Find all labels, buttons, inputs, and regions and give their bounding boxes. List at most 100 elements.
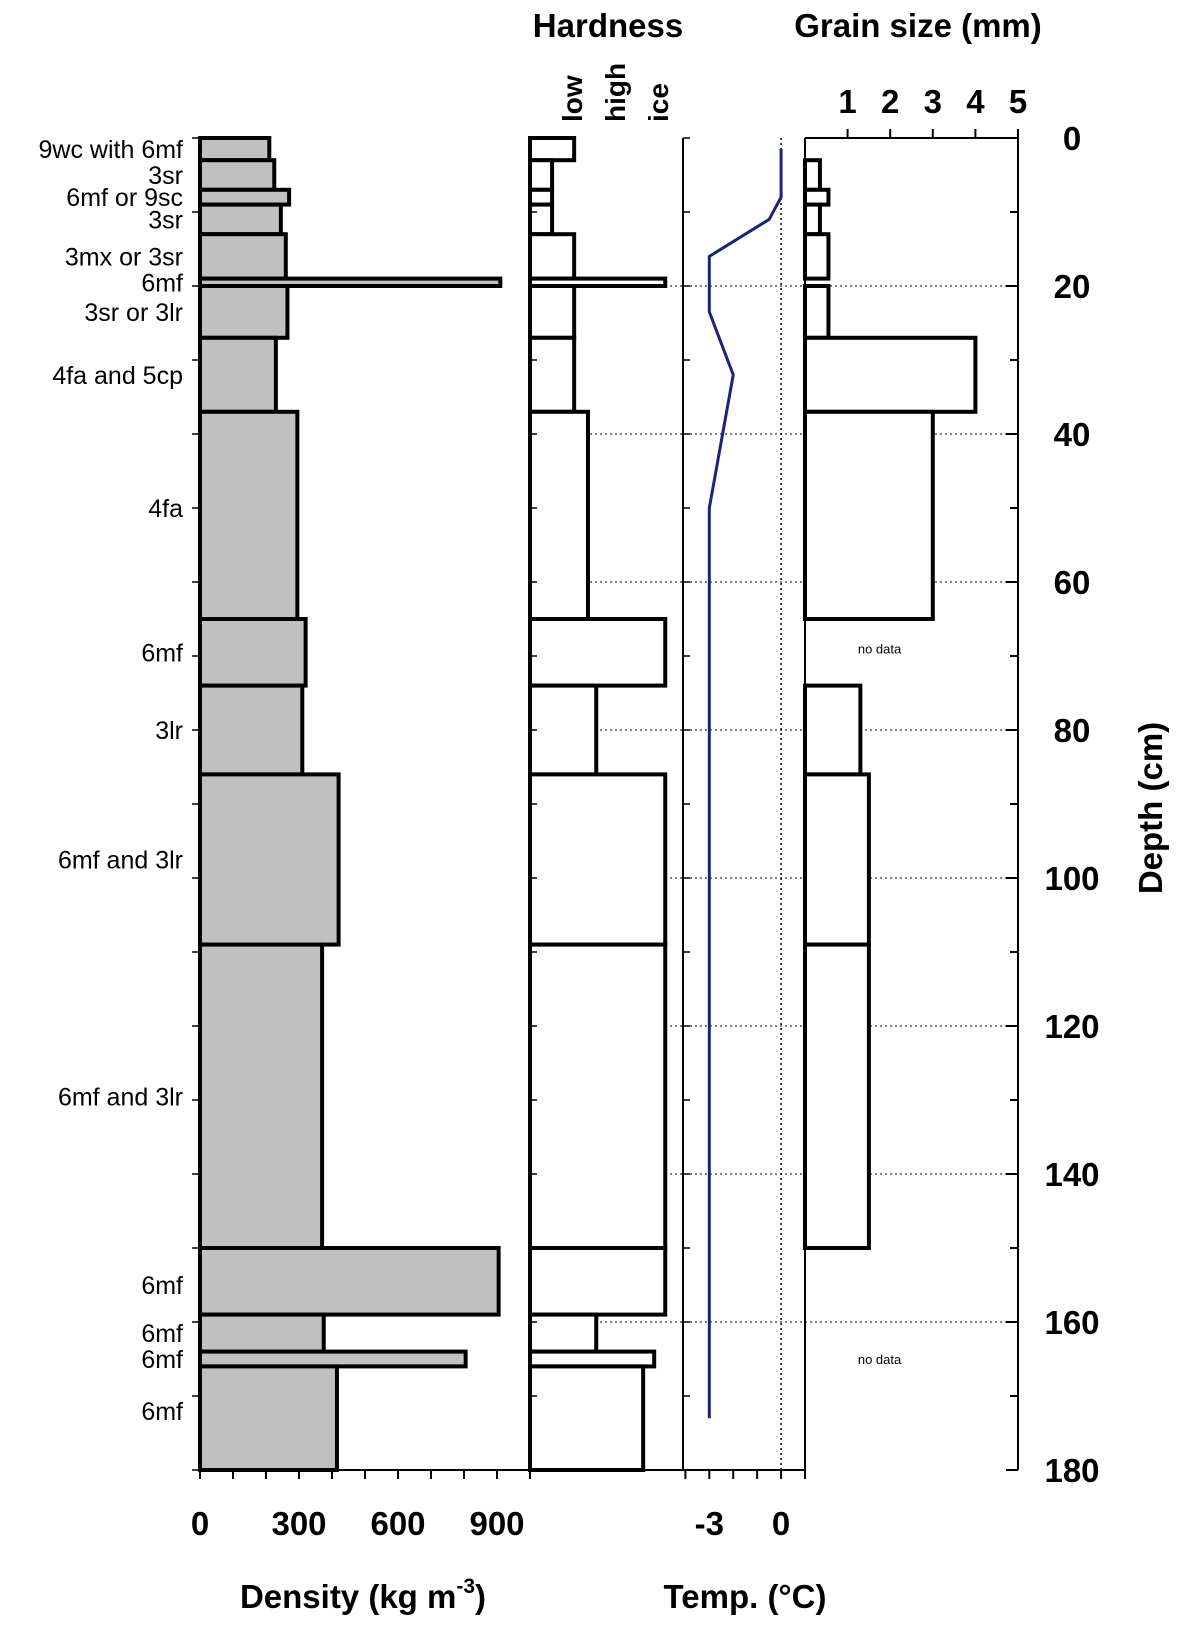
density-tick-label-300: 300 (271, 1505, 326, 1542)
density-axis-label: Density (kg m-3) (240, 1575, 486, 1615)
hardness-bar-10 (528, 683, 599, 777)
hardness-panel: low high ice (528, 63, 683, 1473)
temperature-panel: -3 0 (682, 137, 806, 1542)
layer-label-3: 3sr (148, 206, 183, 234)
grain-bar-8 (803, 772, 871, 947)
density-tick-label-900: 900 (469, 1505, 524, 1542)
density-tick-label-0: 0 (191, 1505, 209, 1542)
hardness-category-low: low (557, 75, 588, 122)
layer-label-5: 6mf (141, 269, 183, 297)
depth-tick-label-20: 20 (1054, 268, 1091, 305)
grain-bar-4 (803, 284, 831, 340)
layer-label-15: 6mf (141, 1346, 183, 1374)
hardness-bar-6 (528, 284, 577, 340)
grain-tick-label-2: 2 (881, 83, 899, 120)
hardness-category-high: high (600, 63, 631, 122)
density-panel: 0 300 600 900 (191, 136, 531, 1542)
grain-bar-7 (803, 683, 863, 777)
density-bar-14 (198, 1312, 326, 1354)
layer-label-16: 6mf (141, 1398, 183, 1426)
hardness-bar-2 (528, 187, 555, 207)
depth-tick-label-180: 180 (1044, 1452, 1099, 1489)
layer-label-9: 6mf (141, 639, 183, 667)
density-bar-9 (198, 617, 308, 688)
depth-tick-label-120: 120 (1044, 1008, 1099, 1045)
layer-label-12: 6mf and 3lr (58, 1083, 183, 1111)
grain-tick-label-4: 4 (966, 83, 985, 120)
density-bar-15 (198, 1349, 468, 1369)
density-bar-16 (198, 1364, 339, 1473)
hardness-title: Hardness (533, 7, 683, 44)
temperature-tick-label--3: -3 (695, 1505, 724, 1542)
depth-tick-label-40: 40 (1054, 416, 1091, 453)
hardness-bar-13 (528, 1246, 668, 1317)
depth-tick-label-60: 60 (1054, 564, 1091, 601)
hardness-bar-8 (528, 409, 590, 621)
hardness-bar-1 (528, 158, 555, 192)
grain-size-title: Grain size (mm) (794, 7, 1042, 44)
layer-label-6: 3sr or 3lr (84, 299, 183, 327)
depth-tick-label-160: 160 (1044, 1304, 1099, 1341)
hardness-bar-0 (528, 136, 577, 163)
layer-label-10: 3lr (155, 717, 183, 745)
grain-tick-label-5: 5 (1009, 83, 1027, 120)
layer-label-8: 4fa (148, 495, 183, 523)
density-bar-3 (198, 202, 283, 237)
density-bar-1 (198, 158, 277, 192)
hardness-bar-14 (528, 1312, 599, 1354)
hardness-bar-9 (528, 617, 668, 688)
layer-label-11: 6mf and 3lr (58, 847, 183, 875)
depth-axis-label: Depth (cm) (1132, 722, 1169, 894)
grain-tick-label-3: 3 (924, 83, 942, 120)
depth-tick-label-0: 0 (1063, 120, 1081, 157)
hardness-bar-11 (528, 772, 668, 947)
density-bar-2 (198, 187, 292, 207)
depth-tick-label-100: 100 (1044, 860, 1099, 897)
hardness-bar-3 (528, 202, 555, 237)
density-bar-11 (198, 772, 341, 947)
grain-bar-5 (803, 335, 978, 414)
temperature-axis-label: Temp. (°C) (664, 1578, 827, 1615)
hardness-bar-7 (528, 335, 577, 414)
layer-label-14: 6mf (141, 1320, 183, 1348)
layer-label-7: 4fa and 5cp (52, 362, 183, 390)
density-bar-13 (198, 1246, 501, 1317)
layer-label-0: 9wc with 6mf (39, 136, 184, 164)
temperature-profile-line (707, 149, 783, 1419)
hardness-category-ice: ice (643, 83, 674, 122)
density-bar-8 (198, 409, 300, 621)
layer-label-13: 6mf (141, 1272, 183, 1300)
layer-label-1: 3sr (148, 162, 183, 190)
hardness-bar-16 (528, 1364, 646, 1473)
layer-label-2: 6mf or 9sc (66, 184, 183, 212)
grain-size-panel: 1 2 3 4 5 no data no data (803, 83, 1027, 1470)
density-tick-label-600: 600 (370, 1505, 425, 1542)
grain-tick-label-1: 1 (838, 83, 856, 120)
depth-tick-label-80: 80 (1054, 712, 1091, 749)
density-label-main: Density (kg m (240, 1578, 456, 1615)
density-bar-6 (198, 284, 290, 340)
density-bar-12 (198, 942, 325, 1250)
hardness-bar-12 (528, 942, 668, 1250)
density-bar-4 (198, 232, 288, 281)
grain-no-data-label-1: no data (858, 1352, 902, 1367)
hardness-bar-5 (528, 276, 668, 289)
grain-bar-6 (803, 409, 935, 621)
density-bar-7 (198, 335, 278, 414)
depth-axis: 0 20 40 60 80 100 120 140 160 180 (1006, 120, 1100, 1489)
grain-bar-3 (803, 232, 831, 281)
hardness-bar-4 (528, 232, 577, 281)
grain-bar-2 (803, 202, 822, 237)
grain-bar-1 (803, 187, 831, 207)
hardness-bar-15 (528, 1349, 657, 1369)
grain-bar-9 (803, 942, 871, 1250)
density-label-sup: -3 (456, 1575, 475, 1598)
temperature-tick-label-0: 0 (772, 1505, 790, 1542)
density-bar-0 (198, 136, 272, 163)
grain-no-data-label-0: no data (858, 642, 902, 657)
depth-tick-label-140: 140 (1044, 1156, 1099, 1193)
density-bar-10 (198, 683, 305, 777)
layer-label-4: 3mx or 3sr (65, 243, 183, 271)
